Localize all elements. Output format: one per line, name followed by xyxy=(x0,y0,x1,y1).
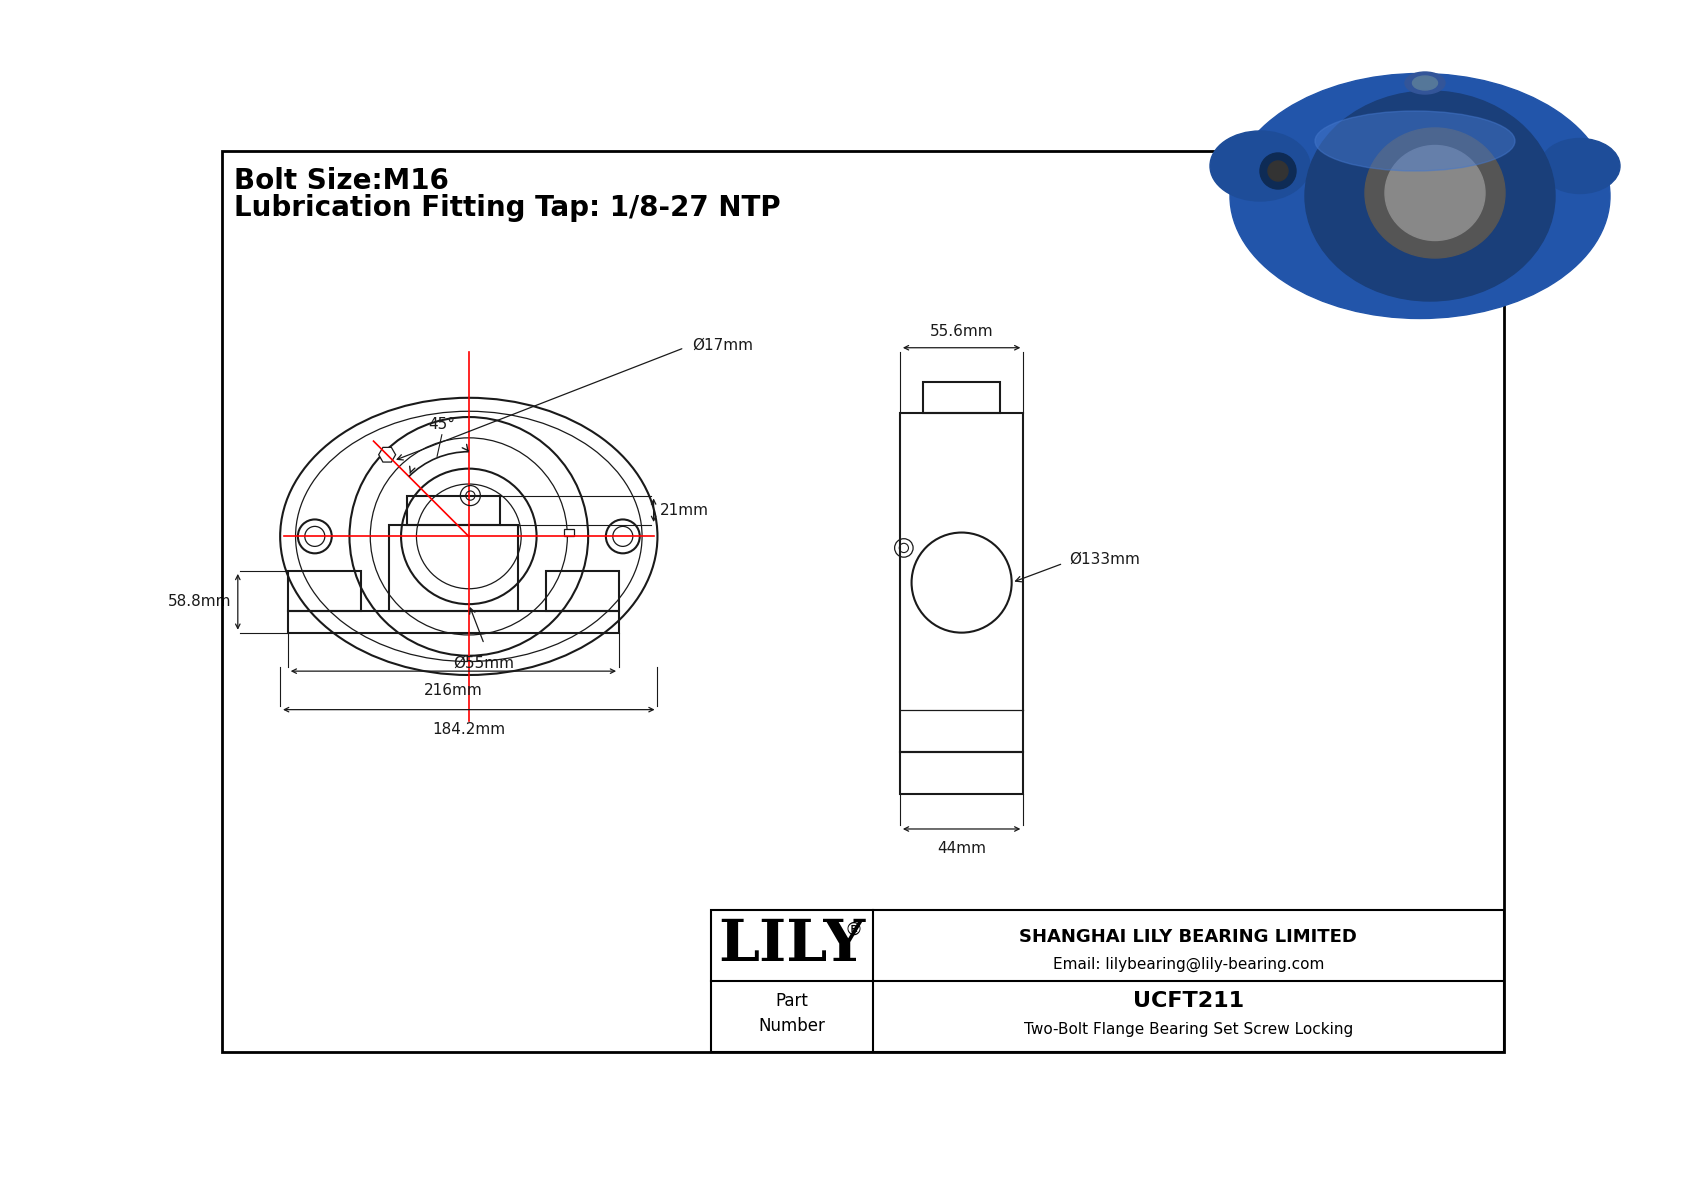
Bar xyxy=(923,382,1000,413)
Text: 45°: 45° xyxy=(428,417,455,432)
Text: Ø17mm: Ø17mm xyxy=(692,338,753,353)
Text: 44mm: 44mm xyxy=(936,841,987,856)
Text: Email: lilybearing@lily-bearing.com: Email: lilybearing@lily-bearing.com xyxy=(1052,956,1324,972)
Circle shape xyxy=(1260,152,1297,189)
Ellipse shape xyxy=(1366,127,1505,258)
Text: SHANGHAI LILY BEARING LIMITED: SHANGHAI LILY BEARING LIMITED xyxy=(1019,928,1357,946)
Bar xyxy=(899,413,1024,752)
Text: UCFT211: UCFT211 xyxy=(1133,991,1244,1011)
Ellipse shape xyxy=(1305,91,1554,301)
Ellipse shape xyxy=(1539,138,1620,193)
Text: LILY: LILY xyxy=(719,917,866,973)
Text: 55.6mm: 55.6mm xyxy=(930,324,994,338)
Ellipse shape xyxy=(1404,71,1445,94)
Text: ®: ® xyxy=(845,921,862,939)
Bar xyxy=(546,570,620,611)
Bar xyxy=(288,570,360,611)
Text: Lubrication Fitting Tap: 1/8-27 NTP: Lubrication Fitting Tap: 1/8-27 NTP xyxy=(234,194,781,222)
Text: 184.2mm: 184.2mm xyxy=(433,722,505,737)
Text: Bolt Size:M16: Bolt Size:M16 xyxy=(234,167,450,195)
Circle shape xyxy=(1268,161,1288,181)
Ellipse shape xyxy=(1413,76,1438,91)
Ellipse shape xyxy=(1315,111,1516,172)
Polygon shape xyxy=(379,448,396,462)
Ellipse shape xyxy=(1384,145,1485,241)
Bar xyxy=(899,752,1024,794)
Text: Ø55mm: Ø55mm xyxy=(453,656,515,671)
Text: 21mm: 21mm xyxy=(660,503,709,518)
Bar xyxy=(564,529,574,536)
Text: 58.8mm: 58.8mm xyxy=(168,594,232,610)
Text: Part
Number: Part Number xyxy=(759,992,825,1035)
Text: Two-Bolt Flange Bearing Set Screw Locking: Two-Bolt Flange Bearing Set Screw Lockin… xyxy=(1024,1022,1352,1037)
Bar xyxy=(288,611,620,632)
Text: Ø133mm: Ø133mm xyxy=(1069,551,1140,567)
Bar xyxy=(408,495,500,525)
Ellipse shape xyxy=(1229,74,1610,318)
Ellipse shape xyxy=(1211,131,1310,201)
Bar xyxy=(389,525,519,611)
Text: 216mm: 216mm xyxy=(424,684,483,698)
Bar xyxy=(711,910,1504,1053)
